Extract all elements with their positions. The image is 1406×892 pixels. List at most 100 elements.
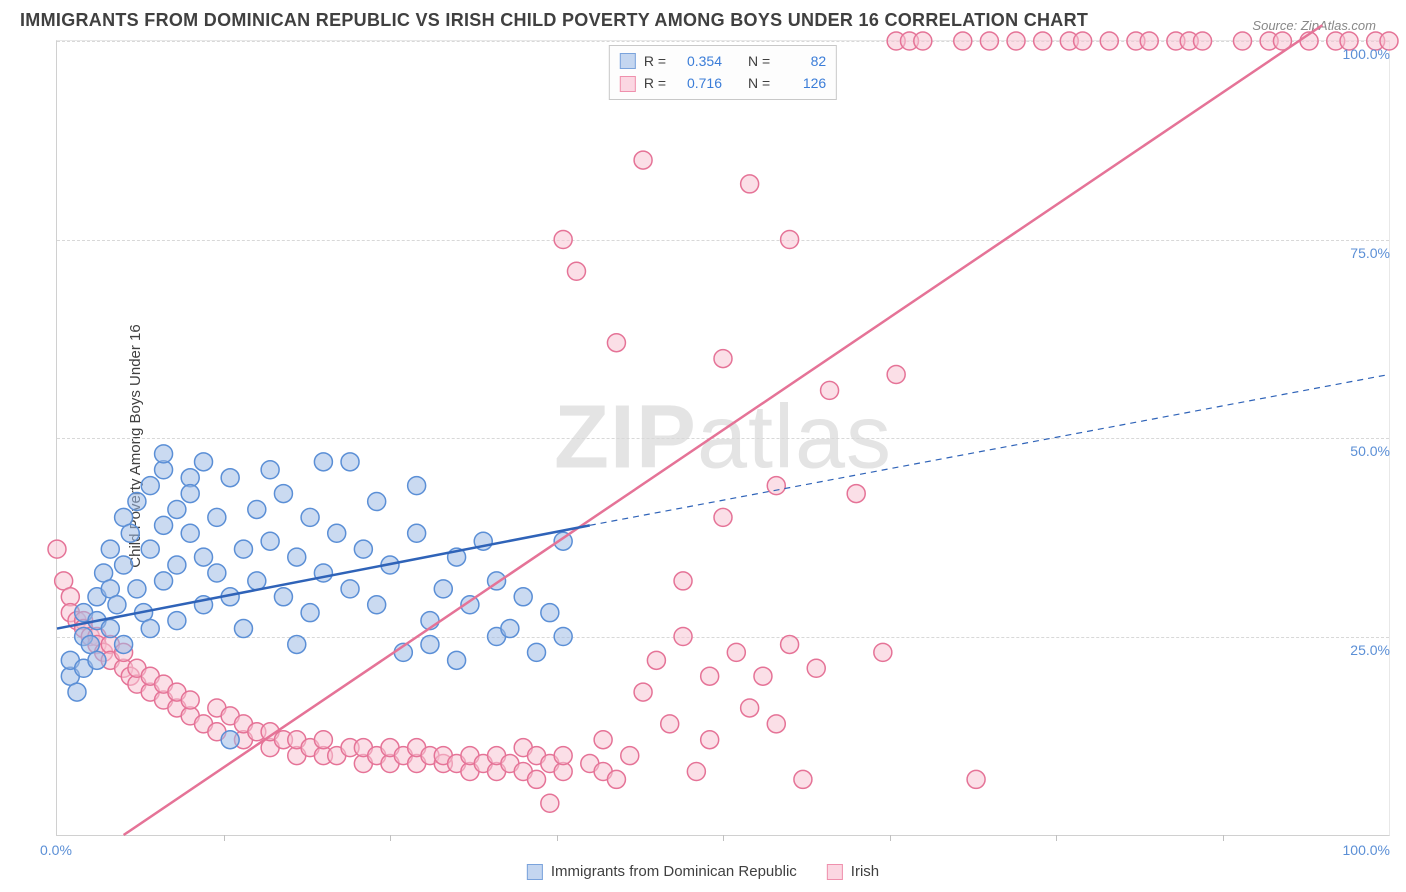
data-point: [128, 580, 146, 598]
data-point: [1034, 32, 1052, 50]
x-tick-mark: [890, 835, 891, 841]
data-point: [674, 572, 692, 590]
data-point: [48, 540, 66, 558]
data-point: [301, 604, 319, 622]
data-point: [328, 524, 346, 542]
data-point: [368, 596, 386, 614]
data-point: [634, 151, 652, 169]
y-tick-label: 50.0%: [1350, 443, 1390, 459]
r-value-a: 0.354: [674, 50, 722, 72]
data-point: [714, 350, 732, 368]
data-point: [967, 770, 985, 788]
data-point: [781, 635, 799, 653]
x-tick-mark: [390, 835, 391, 841]
data-point: [727, 643, 745, 661]
data-point: [1074, 32, 1092, 50]
data-point: [314, 731, 332, 749]
data-point: [874, 643, 892, 661]
data-point: [274, 588, 292, 606]
x-axis-max-label: 100.0%: [1343, 842, 1390, 858]
data-point: [448, 651, 466, 669]
data-point: [155, 516, 173, 534]
data-point: [647, 651, 665, 669]
data-point: [741, 175, 759, 193]
data-point: [221, 731, 239, 749]
data-point: [554, 231, 572, 249]
data-point: [314, 453, 332, 471]
data-point: [208, 508, 226, 526]
data-point: [115, 635, 133, 653]
data-point: [155, 572, 173, 590]
data-point: [234, 620, 252, 638]
data-point: [341, 580, 359, 598]
data-point: [674, 628, 692, 646]
data-point: [634, 683, 652, 701]
data-point: [234, 540, 252, 558]
data-point: [101, 540, 119, 558]
data-point: [767, 477, 785, 495]
data-point: [594, 731, 612, 749]
data-point: [181, 524, 199, 542]
data-point: [701, 731, 719, 749]
data-point: [141, 620, 159, 638]
data-point: [181, 691, 199, 709]
data-point: [794, 770, 812, 788]
data-point: [781, 231, 799, 249]
r-value-b: 0.716: [674, 72, 722, 94]
data-point: [261, 532, 279, 550]
data-point: [701, 667, 719, 685]
data-point: [181, 485, 199, 503]
data-point: [554, 747, 572, 765]
chart-title: IMMIGRANTS FROM DOMINICAN REPUBLIC VS IR…: [20, 10, 1088, 31]
legend-stats-row-b: R = 0.716 N = 126: [620, 72, 826, 94]
data-point: [301, 508, 319, 526]
data-point: [354, 540, 372, 558]
swatch-icon: [620, 53, 636, 69]
data-point: [954, 32, 972, 50]
data-point: [767, 715, 785, 733]
data-point: [408, 477, 426, 495]
data-point: [528, 770, 546, 788]
data-point: [195, 548, 213, 566]
data-point: [754, 667, 772, 685]
data-point: [261, 461, 279, 479]
data-point: [168, 612, 186, 630]
chart-plot-area: ZIPatlas R = 0.354 N = 82 R = 0.716 N = …: [56, 40, 1390, 836]
n-label: N =: [748, 72, 770, 94]
data-point: [1007, 32, 1025, 50]
data-point: [274, 485, 292, 503]
data-point: [1140, 32, 1158, 50]
data-point: [914, 32, 932, 50]
x-tick-mark: [1223, 835, 1224, 841]
data-point: [980, 32, 998, 50]
swatch-icon: [620, 76, 636, 92]
data-point: [687, 762, 705, 780]
r-label: R =: [644, 50, 666, 72]
r-label: R =: [644, 72, 666, 94]
data-point: [1100, 32, 1118, 50]
y-tick-label: 75.0%: [1350, 245, 1390, 261]
data-point: [288, 635, 306, 653]
data-point: [807, 659, 825, 677]
data-point: [101, 620, 119, 638]
data-point: [847, 485, 865, 503]
data-point: [168, 500, 186, 518]
data-point: [541, 794, 559, 812]
data-point: [208, 564, 226, 582]
data-point: [514, 588, 532, 606]
data-point: [528, 643, 546, 661]
data-point: [501, 620, 519, 638]
trend-line: [124, 25, 1323, 835]
legend-stats-row-a: R = 0.354 N = 82: [620, 50, 826, 72]
n-value-b: 126: [778, 72, 826, 94]
legend-label-a: Immigrants from Dominican Republic: [551, 863, 797, 880]
data-point: [168, 556, 186, 574]
data-point: [887, 365, 905, 383]
data-point: [141, 540, 159, 558]
trend-line: [590, 374, 1389, 525]
data-point: [115, 556, 133, 574]
data-point: [121, 524, 139, 542]
x-tick-mark: [723, 835, 724, 841]
n-value-a: 82: [778, 50, 826, 72]
legend-label-b: Irish: [851, 863, 879, 880]
